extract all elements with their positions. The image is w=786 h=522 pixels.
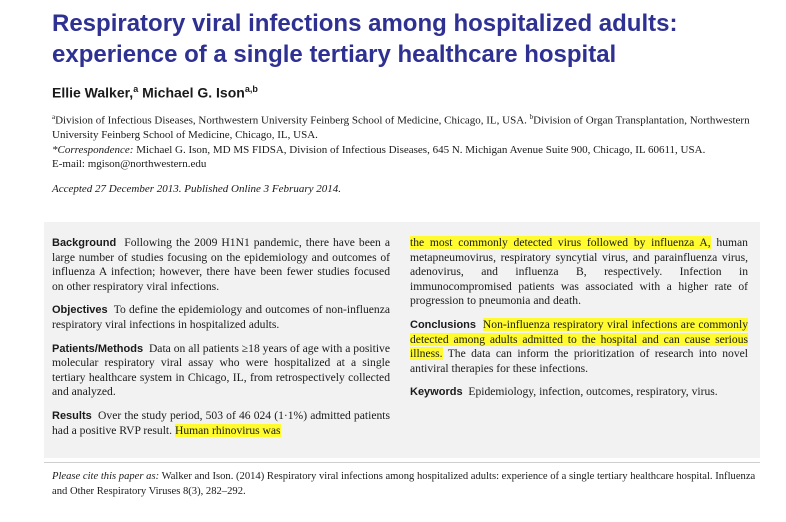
abstract-left-column: Background Following the 2009 H1N1 pande…	[52, 236, 390, 447]
abstract-background: Background Following the 2009 H1N1 pande…	[52, 236, 390, 294]
affiliation-b: Division of Organ Transplantation, North…	[52, 114, 750, 142]
abstract-conclusions: Conclusions Non-influenza respiratory vi…	[410, 317, 748, 376]
affiliations: aDivision of Infectious Diseases, Northw…	[52, 110, 772, 172]
section-heading: Background	[52, 237, 117, 249]
author-list: Ellie Walker,a Michael G. Isona,b	[52, 84, 258, 101]
citation-lead: Please cite this paper as:	[52, 471, 160, 482]
highlighted-text: the most commonly detected virus followe…	[410, 236, 711, 249]
correspondence-email[interactable]: E-mail: mgison@northwestern.edu	[52, 158, 207, 171]
abstract-objectives: Objectives To define the epidemiology an…	[52, 303, 390, 332]
affil-marker: b	[529, 113, 534, 121]
section-heading: Keywords	[410, 386, 463, 399]
abstract-results: Results Over the study period, 503 of 46…	[52, 409, 390, 438]
section-text: Over the study period, 503 of 46 024 (1·…	[52, 408, 390, 437]
abstract-keywords: Keywords Epidemiology, infection, outcom…	[410, 385, 748, 400]
citation-text: Walker and Ison. (2014) Respiratory vira…	[52, 471, 756, 497]
section-heading: Results	[52, 409, 92, 422]
section-text: Epidemiology, infection, outcomes, respi…	[468, 385, 718, 399]
section-heading: Patients/Methods	[52, 342, 144, 355]
correspondence-text: Michael G. Ison, MD MS FIDSA, Division o…	[133, 143, 706, 156]
author-name: Michael G. Ison	[142, 84, 245, 101]
section-text: Following the 2009 H1N1 pandemic, there …	[52, 236, 390, 293]
citation: Please cite this paper as: Walker and Is…	[52, 469, 772, 499]
abstract-methods: Patients/Methods Data on all patients ≥1…	[52, 342, 390, 400]
section-text: Data on all patients ≥18 years of age wi…	[52, 341, 390, 399]
author-name: Ellie Walker,	[52, 84, 134, 101]
section-text: human metapneumovirus, respiratory syncy…	[410, 236, 748, 308]
author-affil-marker: a	[133, 84, 139, 94]
paper-title: Respiratory viral infections among hospi…	[52, 10, 678, 68]
author-affil-marker: a,b	[244, 84, 258, 94]
divider	[44, 462, 760, 463]
affiliation-a: Division of Infectious Diseases, Northwe…	[55, 114, 527, 127]
section-text: To define the epidemiology and outcomes …	[52, 303, 390, 331]
publication-dates: Accepted 27 December 2013. Published Onl…	[52, 183, 341, 195]
abstract-results-continued: the most commonly detected virus followe…	[410, 236, 748, 309]
highlighted-text: Human rhinovirus was	[174, 423, 281, 437]
section-heading: Conclusions	[410, 318, 477, 331]
section-text: The data can inform the prioritization o…	[410, 347, 748, 375]
section-heading: Objectives	[52, 304, 108, 317]
affil-marker: a	[52, 113, 56, 121]
correspondence-label: *Correspondence:	[52, 143, 134, 156]
abstract-right-column: the most commonly detected virus followe…	[410, 236, 748, 409]
